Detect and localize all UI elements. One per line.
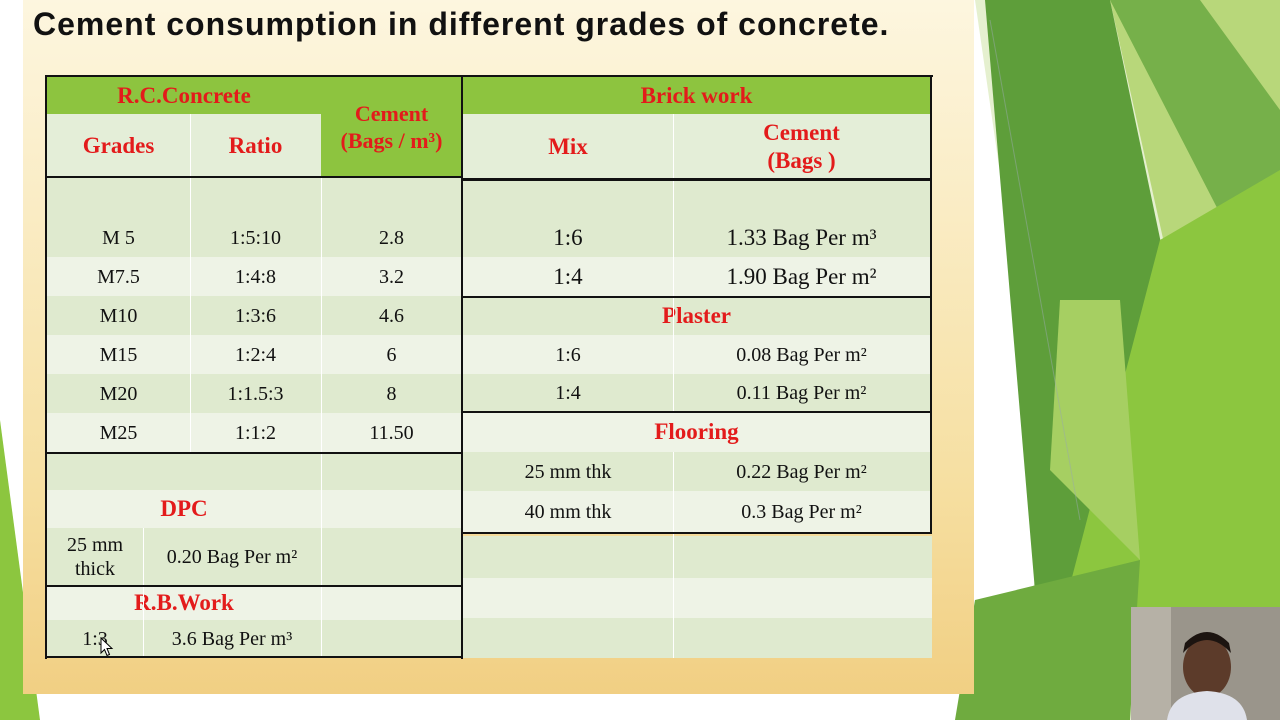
empty-cell <box>463 536 673 578</box>
rcc-cement-cell: 4.6 <box>321 296 462 335</box>
flooring-mix-cell: 40 mm thk <box>463 491 673 532</box>
rb-work-blank-cell <box>321 620 462 657</box>
brick-cement-cell: 1.33 Bag Per m³ <box>673 218 930 257</box>
rcc-cement-cell: 6 <box>321 335 462 374</box>
table-border <box>930 75 932 534</box>
rcc-ratio-cell: 1:5:10 <box>190 218 321 257</box>
webcam-presenter-video <box>1131 607 1280 720</box>
flooring-cement-cell: 0.3 Bag Per m² <box>673 491 930 532</box>
rcc-ratio-cell: 1:1:2 <box>190 413 321 453</box>
dpc-blank-cell <box>321 528 462 586</box>
empty-cell <box>673 536 932 578</box>
rcc-cement-cell: 8 <box>321 374 462 413</box>
rb-work-heading-blank <box>321 586 462 620</box>
brick-col-mix: Mix <box>463 114 673 180</box>
rb-work-mix-cell: 1:3 <box>47 620 143 657</box>
dpc-mix-line1: 25 mm <box>66 534 124 556</box>
mouse-cursor-icon <box>100 637 114 657</box>
column-divider <box>321 178 322 657</box>
rcc-grade-cell: M15 <box>47 335 190 374</box>
rb-work-heading: R.B.Work <box>47 586 321 620</box>
brick-cement-cell: 1.90 Bag Per m² <box>673 257 930 297</box>
slide-title: Cement consumption in different grades o… <box>33 6 890 42</box>
flooring-cement-cell: 0.22 Bag Per m² <box>673 452 930 491</box>
table-border <box>45 452 463 454</box>
rcc-col-cement-line2: (Bags / m³) <box>340 127 443 153</box>
empty-cell <box>463 618 673 658</box>
rcc-grade-cell: M25 <box>47 413 190 453</box>
dpc-heading: DPC <box>47 490 321 528</box>
rcc-cement-cell: 11.50 <box>321 413 462 453</box>
table-border <box>45 585 463 587</box>
empty-cell <box>673 618 932 658</box>
flooring-heading: Flooring <box>463 412 930 452</box>
rcc-ratio-cell: 1:2:4 <box>190 335 321 374</box>
rcc-cement-cell: 2.8 <box>321 218 462 257</box>
table-border <box>45 656 463 658</box>
table-border <box>463 296 932 298</box>
brick-mix-cell: 1:4 <box>463 257 673 297</box>
dpc-mix-cell: 25 mm thick <box>47 528 143 586</box>
plaster-cement-cell: 0.08 Bag Per m² <box>673 335 930 374</box>
table-border <box>45 176 463 178</box>
plaster-cement-cell: 0.11 Bag Per m² <box>673 374 930 412</box>
dpc-mix-line2: thick <box>75 558 115 580</box>
rcc-grade-cell: M20 <box>47 374 190 413</box>
column-divider <box>190 114 191 453</box>
brick-blank-row <box>463 180 930 218</box>
brick-col-cement-line2: (Bags ) <box>767 148 836 173</box>
table-border <box>45 75 933 77</box>
rcc-cement-cell: 3.2 <box>321 257 462 296</box>
rcc-col-grades: Grades <box>47 114 190 178</box>
plaster-mix-cell: 1:6 <box>463 335 673 374</box>
rcc-grade-cell: M7.5 <box>47 257 190 296</box>
column-divider <box>673 114 674 412</box>
flooring-mix-cell: 25 mm thk <box>463 452 673 491</box>
rcc-grade-cell: M10 <box>47 296 190 335</box>
plaster-mix-cell: 1:4 <box>463 374 673 412</box>
dpc-blank-row <box>47 453 462 490</box>
rcc-col-cement: Cement (Bags / m³) <box>321 77 462 178</box>
rcc-ratio-cell: 1:3:6 <box>190 296 321 335</box>
presenter-figure-icon <box>1131 607 1280 720</box>
plaster-heading: Plaster <box>463 297 930 335</box>
brick-work-heading: Brick work <box>463 77 930 114</box>
empty-cell <box>673 578 932 618</box>
dpc-heading-blank <box>321 490 462 528</box>
table-border <box>463 178 932 181</box>
table-border <box>463 411 932 413</box>
brick-col-cement-line1: Cement <box>763 120 840 146</box>
rcc-blank-row <box>47 178 462 218</box>
dpc-cement-cell: 0.20 Bag Per m² <box>143 528 321 586</box>
column-divider <box>143 528 144 657</box>
column-divider <box>673 452 674 658</box>
rcc-col-ratio: Ratio <box>190 114 321 178</box>
table-border <box>463 532 932 534</box>
table-border <box>461 75 463 659</box>
table-border <box>45 75 47 659</box>
rb-work-cement-cell: 3.6 Bag Per m³ <box>143 620 321 657</box>
rcc-ratio-cell: 1:1.5:3 <box>190 374 321 413</box>
rcc-group-header: R.C.Concrete <box>47 77 321 114</box>
brick-col-cement: Cement (Bags ) <box>673 114 930 180</box>
rcc-col-cement-line1: Cement <box>354 101 429 127</box>
rcc-grade-cell: M 5 <box>47 218 190 257</box>
rcc-ratio-cell: 1:4:8 <box>190 257 321 296</box>
brick-mix-cell: 1:6 <box>463 218 673 257</box>
empty-cell <box>463 578 673 618</box>
